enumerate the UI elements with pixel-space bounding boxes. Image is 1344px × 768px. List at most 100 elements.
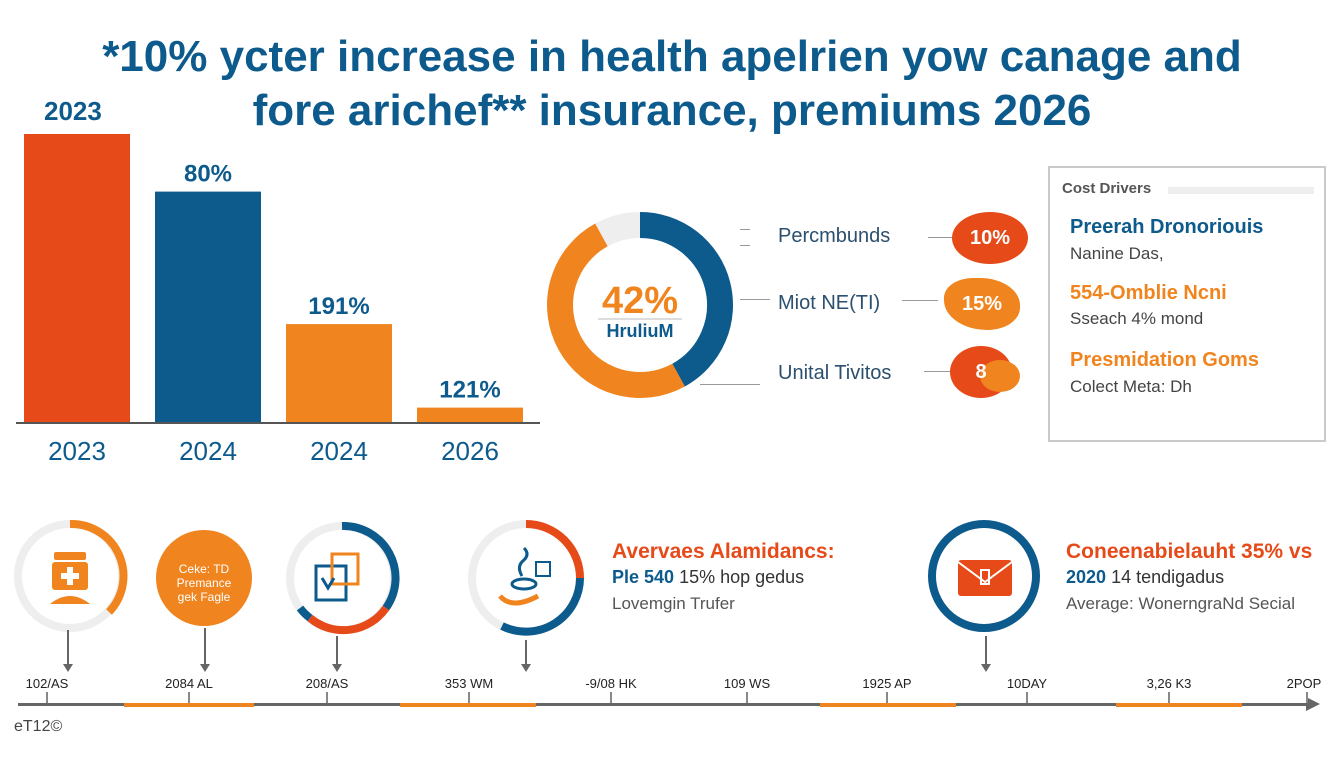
premium-badge-icon: Ceke: TD Premance gek Fagle (156, 530, 252, 626)
driver-bubble-3-overlap (980, 360, 1020, 392)
timeline-highlight-2 (400, 703, 536, 707)
driver-bubble-2: 15% (944, 278, 1020, 330)
donut-chart: 42%HruliuM (547, 212, 733, 398)
driver-bubble-3: 8 (950, 346, 1020, 398)
feature-2-highlight: 2020 (1066, 567, 1107, 587)
timeline-label-6: 109 WS (723, 676, 771, 691)
bar-chart: 2023 80% 2024 191% 2024 121% 2026 (16, 134, 540, 466)
driver-value-3: 8 (975, 360, 987, 383)
timeline-tick-7 (886, 692, 888, 703)
panel-heading-rule (1168, 187, 1314, 194)
feature-1-title: Avervaes Alamidancs: (612, 540, 835, 563)
timeline-tick-9 (1168, 692, 1170, 703)
timeline-drop-2 (204, 628, 206, 666)
panel-heading: Cost Drivers (1062, 180, 1152, 197)
donut-slice-3 (595, 212, 641, 247)
bar-category-label-3: 2024 (310, 436, 368, 466)
bar-category-label-4: 2026 (441, 436, 499, 466)
driver-label-1: Percmbunds (778, 225, 891, 247)
timeline-highlight-1 (124, 703, 254, 707)
bar-1 (24, 134, 130, 422)
panel-entry-2-title: 554-Omblie Ncni (1070, 282, 1227, 304)
timeline-tick-8 (1026, 692, 1028, 703)
timeline-label-10: 2POP (1286, 676, 1322, 691)
cost-drivers-panel: Cost Drivers Preerah Dronoriouis Nanine … (1048, 166, 1326, 442)
bar-4 (417, 407, 523, 422)
driver-value-2: 15% (961, 292, 1003, 315)
timeline-drop-arrow-2 (200, 664, 210, 672)
bar-3 (286, 324, 392, 422)
timeline-drop-1 (67, 630, 69, 666)
bar-category-label-2: 2024 (179, 436, 237, 466)
feature-2-title: Coneenabielauht 35% vs (1066, 540, 1313, 563)
timeline-highlight-3 (820, 703, 956, 707)
timeline-label-3: 208/AS (305, 676, 349, 691)
timeline-drop-3 (336, 636, 338, 666)
donut-slice-1 (639, 212, 733, 387)
envelope-icon (928, 520, 1040, 632)
panel-entry-1-subtitle: Nanine Das, (1070, 244, 1164, 263)
timeline-drop-5 (985, 636, 987, 666)
driver-connector-1 (740, 229, 750, 230)
donut-slice-2 (547, 223, 685, 398)
timeline-label-7: 1925 AP (862, 676, 912, 691)
hand-heart-icon (468, 520, 584, 636)
driver-connector-1c (928, 237, 958, 238)
driver-connector-1b (740, 245, 750, 246)
panel-entry-3-subtitle: Colect Meta: Dh (1070, 377, 1192, 396)
timeline-label-8: 10DAY (1006, 676, 1048, 691)
timeline-label-5: -9/08 HK (585, 676, 637, 691)
timeline-tick-6 (746, 692, 748, 703)
feature-1-highlight: Ple 540 (612, 567, 675, 587)
driver-value-1: 10% (969, 226, 1011, 249)
timeline-tick-4 (468, 692, 470, 703)
timeline-tick-10 (1306, 692, 1308, 703)
timeline-tick-5 (610, 692, 612, 703)
driver-connector-3c (924, 371, 954, 372)
feature-2-line1: 2020 14 tendigadus (1066, 567, 1224, 588)
donut-center-value: 42% (602, 280, 678, 322)
timeline-tick-3 (326, 692, 328, 703)
timeline-label-2: 2084 AL (165, 676, 213, 691)
feature-1-line1: Ple 540 15% hop gedus (612, 567, 804, 588)
timeline-label-4: 353 WM (444, 676, 494, 691)
bar-data-label-2: 80% (184, 161, 232, 188)
bar-2 (155, 191, 261, 422)
medical-cross-icon (14, 519, 128, 632)
page-title: *10% ycter increase in health apelrien y… (0, 30, 1344, 138)
timeline-drop-arrow-4 (521, 664, 531, 672)
timeline-drop-arrow-5 (981, 664, 991, 672)
timeline-label-9: 3,26 K3 (1146, 676, 1192, 691)
bar-data-label-4: 121% (439, 377, 500, 404)
timeline-drop-4 (525, 640, 527, 666)
timeline-drop-arrow-1 (63, 664, 73, 672)
timeline-highlight-4 (1116, 703, 1242, 707)
bar-data-label-3: 191% (308, 293, 369, 320)
badge-line-3: gek Fagle (178, 590, 231, 604)
driver-connector-3 (700, 384, 760, 385)
badge-line-2: Premance (177, 576, 232, 590)
timeline-arrow-head (1306, 697, 1320, 711)
timeline-tick-2 (188, 692, 190, 703)
feature-2-text: 14 tendigadus (1111, 567, 1225, 587)
panel-entry-1-title: Preerah Dronoriouis (1070, 216, 1264, 238)
corner-year-label: 2023 (44, 96, 102, 126)
driver-connector-2c (902, 300, 938, 301)
feature-1-text: 15% hop gedus (679, 567, 805, 587)
footer-copyright: eT12© (14, 718, 63, 735)
driver-label-3: Unital Tivitos (778, 362, 892, 384)
feature-1-line2: Lovemgin Trufer (612, 594, 735, 613)
driver-label-2: Miot NE(TI) (778, 292, 881, 314)
document-icon (286, 521, 400, 635)
badge-line-1: Ceke: TD (179, 562, 230, 576)
timeline-label-1: 102/AS (25, 676, 69, 691)
title-line-1: *10% ycter increase in health apelrien y… (102, 32, 1242, 81)
driver-bubble-1: 10% (952, 212, 1028, 264)
donut-center-label: HruliuM (607, 321, 674, 341)
bar-category-label-1: 2023 (48, 436, 106, 466)
panel-entry-2-subtitle: Sseach 4% mond (1070, 309, 1204, 328)
panel-entry-3-title: Presmidation Goms (1070, 349, 1259, 371)
timeline-drop-arrow-3 (332, 664, 342, 672)
timeline-tick-1 (46, 692, 48, 703)
timeline-axis (18, 703, 1314, 706)
